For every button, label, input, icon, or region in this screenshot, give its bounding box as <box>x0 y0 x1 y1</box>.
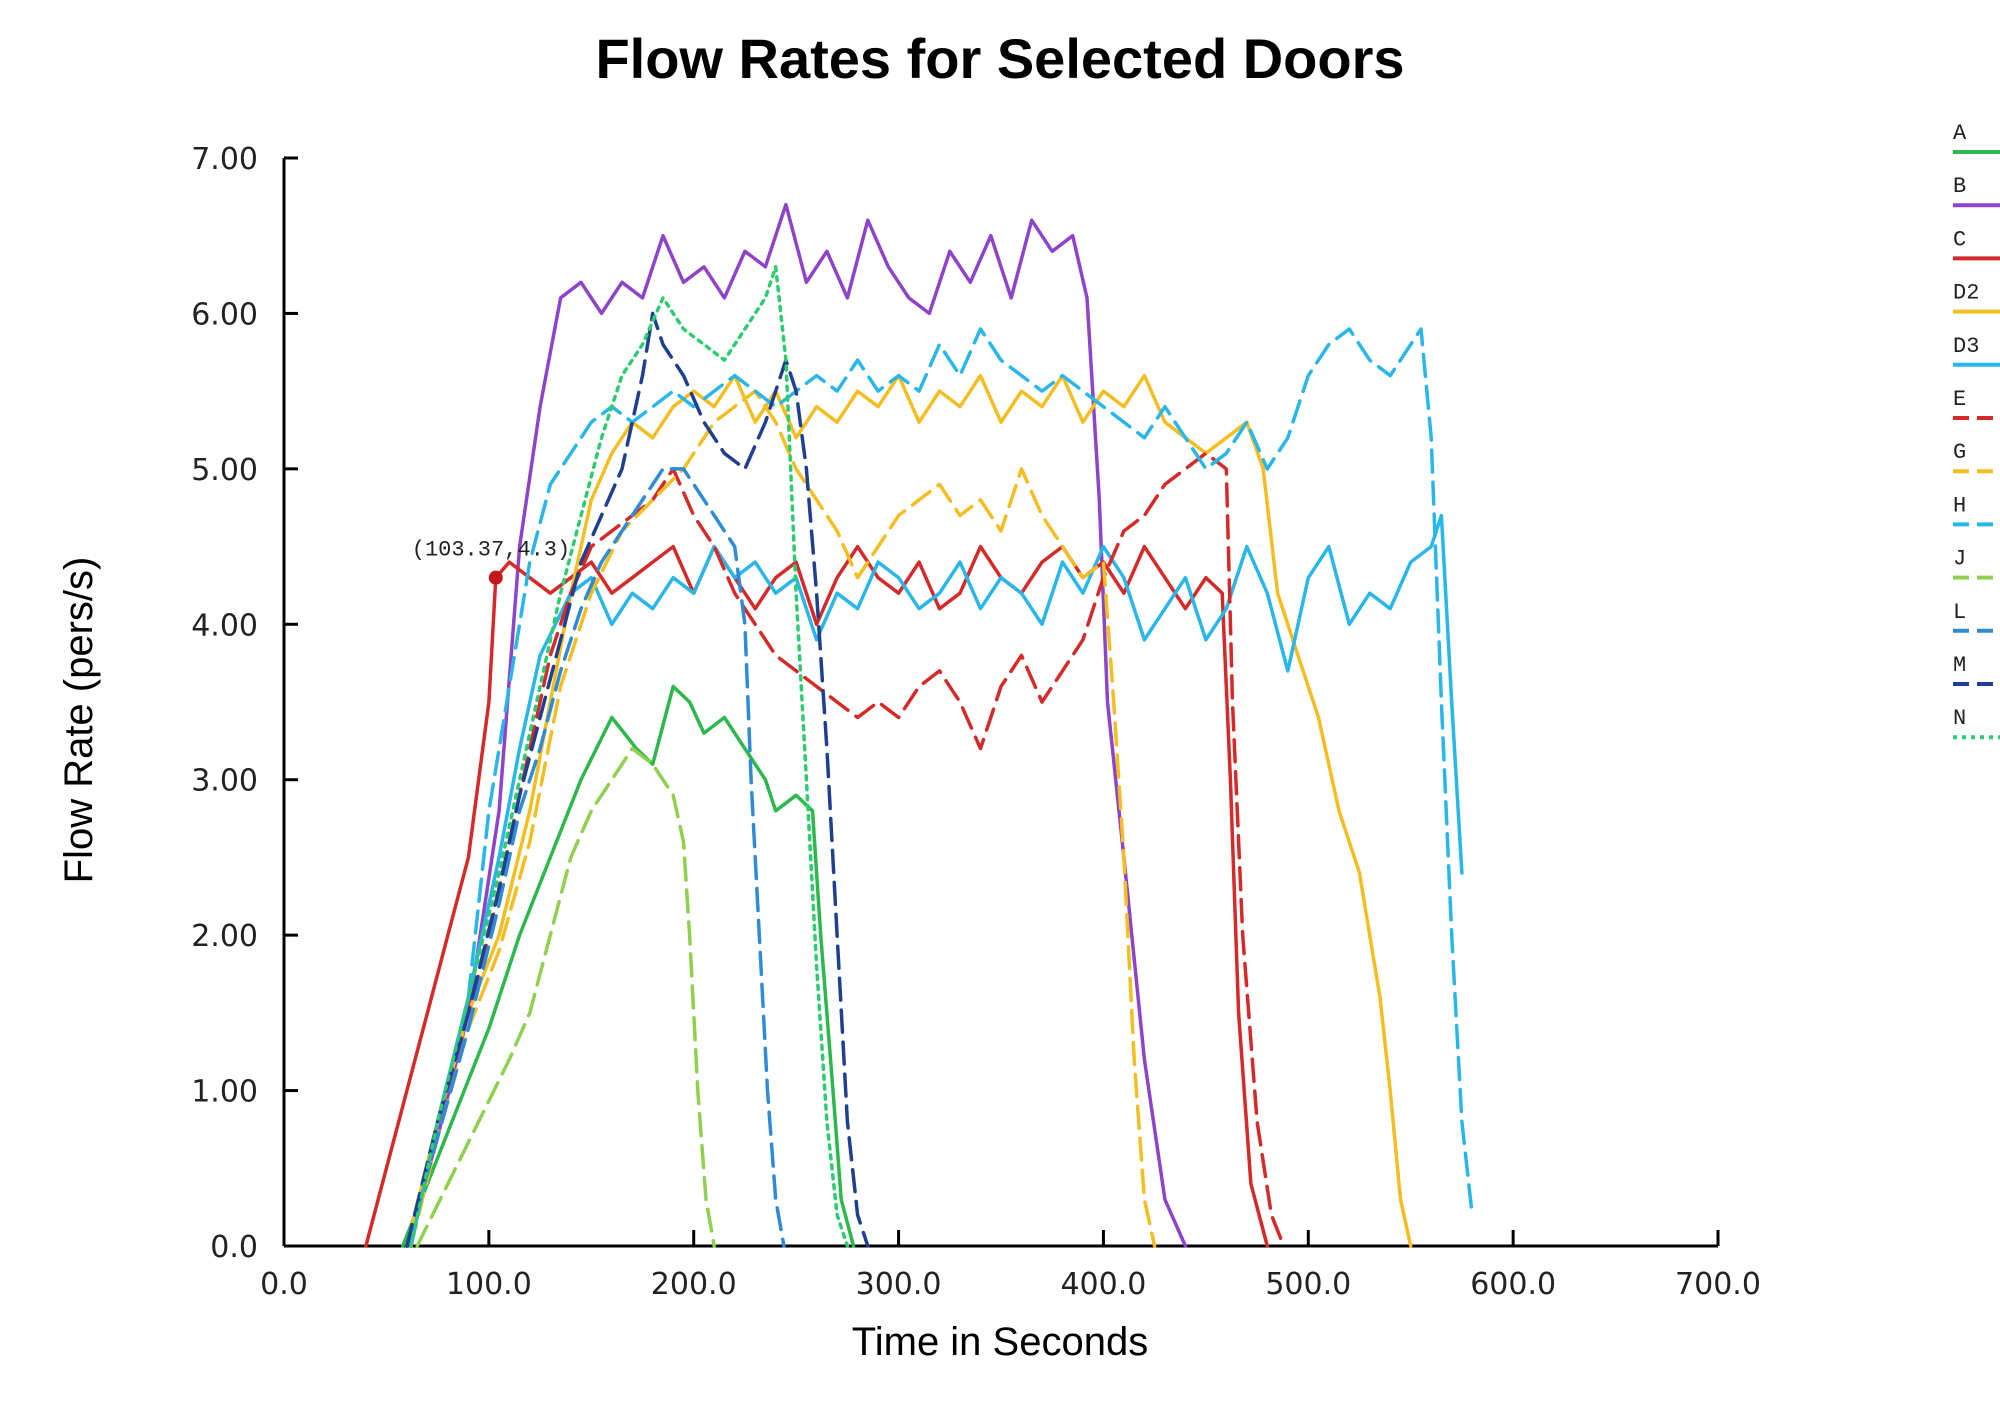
legend-label-g: G <box>1953 440 1966 465</box>
series-line-j <box>415 746 716 1248</box>
legend-label-n: N <box>1953 706 1966 731</box>
series-line-a <box>401 684 856 1248</box>
legend-label-m: M <box>1953 653 1966 678</box>
x-tick-label: 700.0 <box>1675 1267 1761 1302</box>
annotation-marker <box>488 570 503 585</box>
series-line-h <box>409 327 1474 1248</box>
legend-label-l: L <box>1953 600 1966 625</box>
y-tick-label: 2.00 <box>191 919 258 954</box>
series-line-n <box>409 265 850 1248</box>
annotation-label: (103.37,4.3) <box>412 538 570 563</box>
y-tick-label: 5.00 <box>191 453 258 488</box>
legend-label-b: B <box>1953 174 1966 199</box>
chart-title: Flow Rates for Selected Doors <box>595 27 1404 90</box>
legend-label-j: J <box>1953 547 1966 572</box>
series-line-d3 <box>409 513 1464 1248</box>
legend: A B C D2 D3 E G H J L M N <box>1953 121 2000 740</box>
legend-label-a: A <box>1953 121 1967 146</box>
y-tick-label: 6.00 <box>191 297 258 332</box>
legend-label-h: H <box>1953 493 1966 518</box>
x-tick-label: 500.0 <box>1265 1267 1351 1302</box>
series-line-m <box>405 311 870 1248</box>
legend-label-d3: D3 <box>1953 334 1979 359</box>
y-tick-label: 1.00 <box>191 1075 258 1110</box>
series-line-g <box>409 389 1157 1248</box>
y-tick-label: 4.00 <box>191 608 258 643</box>
series-line-b <box>405 202 1188 1248</box>
x-tick-label: 600.0 <box>1470 1267 1556 1302</box>
series-line-c <box>364 544 1270 1248</box>
legend-label-d2: D2 <box>1953 281 1979 306</box>
y-tick-label: 7.00 <box>191 142 258 177</box>
legend-label-c: C <box>1953 227 1966 252</box>
series-line-d2 <box>405 373 1413 1248</box>
x-tick-label: 400.0 <box>1060 1267 1146 1302</box>
x-tick-label: 100.0 <box>446 1267 532 1302</box>
x-tick-label: 300.0 <box>856 1267 942 1302</box>
annotation-layer: (103.37,4.3) <box>412 538 570 585</box>
y-tick-label: 3.00 <box>191 764 258 799</box>
x-axis-label: Time in Seconds <box>852 1320 1148 1364</box>
series-line-l <box>405 467 786 1248</box>
series-layer <box>364 202 1474 1248</box>
axes: 0.0 100.0 200.0 300.0 400.0 500.0 600.0 700.0 0.… <box>191 142 1761 1302</box>
x-tick-label: 200.0 <box>651 1267 737 1302</box>
x-tick-label: 0.0 <box>260 1267 308 1302</box>
y-axis-label: Flow Rate (pers/s) <box>57 557 101 884</box>
y-tick-label: 0.0 <box>210 1230 258 1265</box>
legend-label-e: E <box>1953 387 1966 412</box>
